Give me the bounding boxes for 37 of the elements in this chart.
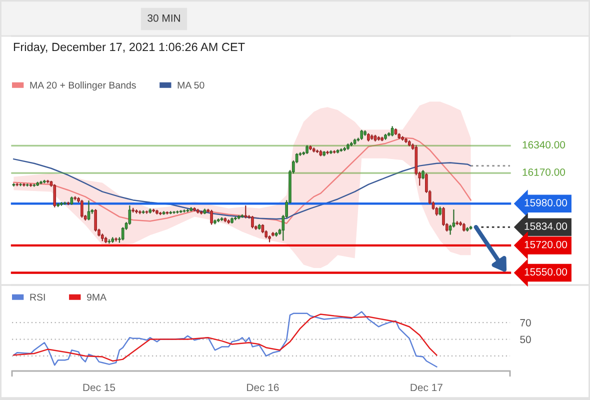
candlestick	[316, 150, 319, 154]
legend-label: 9MA	[86, 294, 107, 301]
text: Friday, December 17, 2021 1:06:26 AM CET	[14, 42, 245, 54]
candlestick	[176, 210, 179, 214]
legend-label: RSI	[30, 294, 45, 301]
candlestick	[80, 200, 84, 218]
candlestick	[29, 184, 32, 187]
candlestick	[244, 205, 248, 218]
candlestick	[210, 210, 213, 225]
ref-line-label: 16340.00	[522, 141, 566, 148]
candlestick	[87, 200, 90, 220]
legend-label: MA 20 + Bollinger Bands	[30, 81, 136, 91]
candlestick	[172, 211, 176, 214]
candlestick	[251, 216, 254, 228]
candlestick	[12, 183, 16, 186]
candlestick	[240, 214, 244, 218]
candlestick	[108, 239, 111, 244]
candlestick	[166, 211, 169, 214]
ref-line-label: 16170.00	[522, 168, 566, 176]
x-tick-label: Dec 17	[410, 384, 442, 392]
ref-line-label: 15550.00	[524, 268, 568, 276]
y-tick-label: 70	[520, 319, 531, 326]
candlestick	[390, 126, 394, 136]
candlestick	[26, 184, 29, 186]
candlestick	[182, 209, 186, 213]
legend-label: MA 50	[178, 82, 204, 89]
chart-title: 30 MIN	[148, 14, 180, 22]
candlestick	[145, 210, 148, 214]
ref-line-label: 15834.00	[524, 222, 568, 230]
candlestick	[326, 150, 329, 154]
y-tick-label: 50	[520, 336, 531, 344]
candlestick	[53, 184, 56, 208]
ref-line-label: 15980.00	[524, 199, 568, 206]
x-tick-label: Dec 16	[247, 384, 279, 392]
ref-line-label: 15720.00	[524, 240, 568, 248]
x-tick-label: Dec 15	[83, 384, 116, 392]
candlestick	[162, 211, 166, 215]
